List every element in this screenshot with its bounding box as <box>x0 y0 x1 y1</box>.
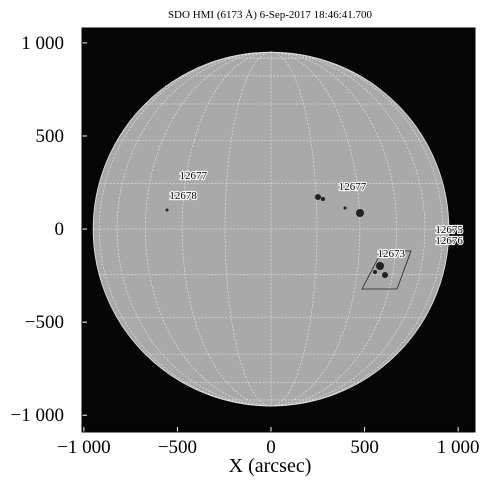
sunspot <box>376 262 384 270</box>
y-tick-label: −1 000 <box>11 405 64 426</box>
region-box <box>361 250 412 290</box>
y-tick-label: −500 <box>25 312 64 333</box>
x-tick-label: −500 <box>158 437 197 458</box>
x-tick-label: 1 000 <box>437 437 480 458</box>
sunspot <box>165 208 169 212</box>
y-tick-label: 500 <box>36 126 65 147</box>
longitude-line <box>271 51 443 407</box>
chart-title: SDO HMI (6173 Å) 6-Sep-2017 18:46:41.700 <box>168 9 373 21</box>
sunspot <box>321 197 325 201</box>
sunspot <box>356 209 364 217</box>
longitude-line <box>271 51 426 407</box>
sunspot <box>315 194 321 200</box>
sunspot <box>373 270 377 274</box>
x-tick-label: 500 <box>350 437 379 458</box>
x-tick-label: −1 000 <box>57 437 110 458</box>
plot-frame <box>81 27 476 433</box>
sunspot <box>382 272 388 278</box>
longitude-line <box>116 51 272 407</box>
y-tick-label: 1 000 <box>21 33 64 54</box>
y-tick-label: 0 <box>55 219 65 240</box>
region-label: 12678 <box>169 190 197 202</box>
region-label: 12675 <box>435 224 463 236</box>
longitude-line <box>271 51 397 407</box>
longitude-line <box>145 51 272 407</box>
heliographic-grid <box>93 51 449 407</box>
longitude-line <box>99 51 272 407</box>
sunspot <box>343 206 347 210</box>
region-label: 12677 <box>180 170 208 182</box>
x-tick-label: 0 <box>266 437 276 458</box>
longitude-line <box>224 51 272 407</box>
x-axis-label: X (arcsec) <box>229 455 312 477</box>
solar-disk <box>92 51 450 407</box>
region-label: 12676 <box>435 235 463 247</box>
region-label: 12677 <box>339 181 367 193</box>
region-label: 12673 <box>377 248 405 260</box>
longitude-line <box>271 51 318 407</box>
